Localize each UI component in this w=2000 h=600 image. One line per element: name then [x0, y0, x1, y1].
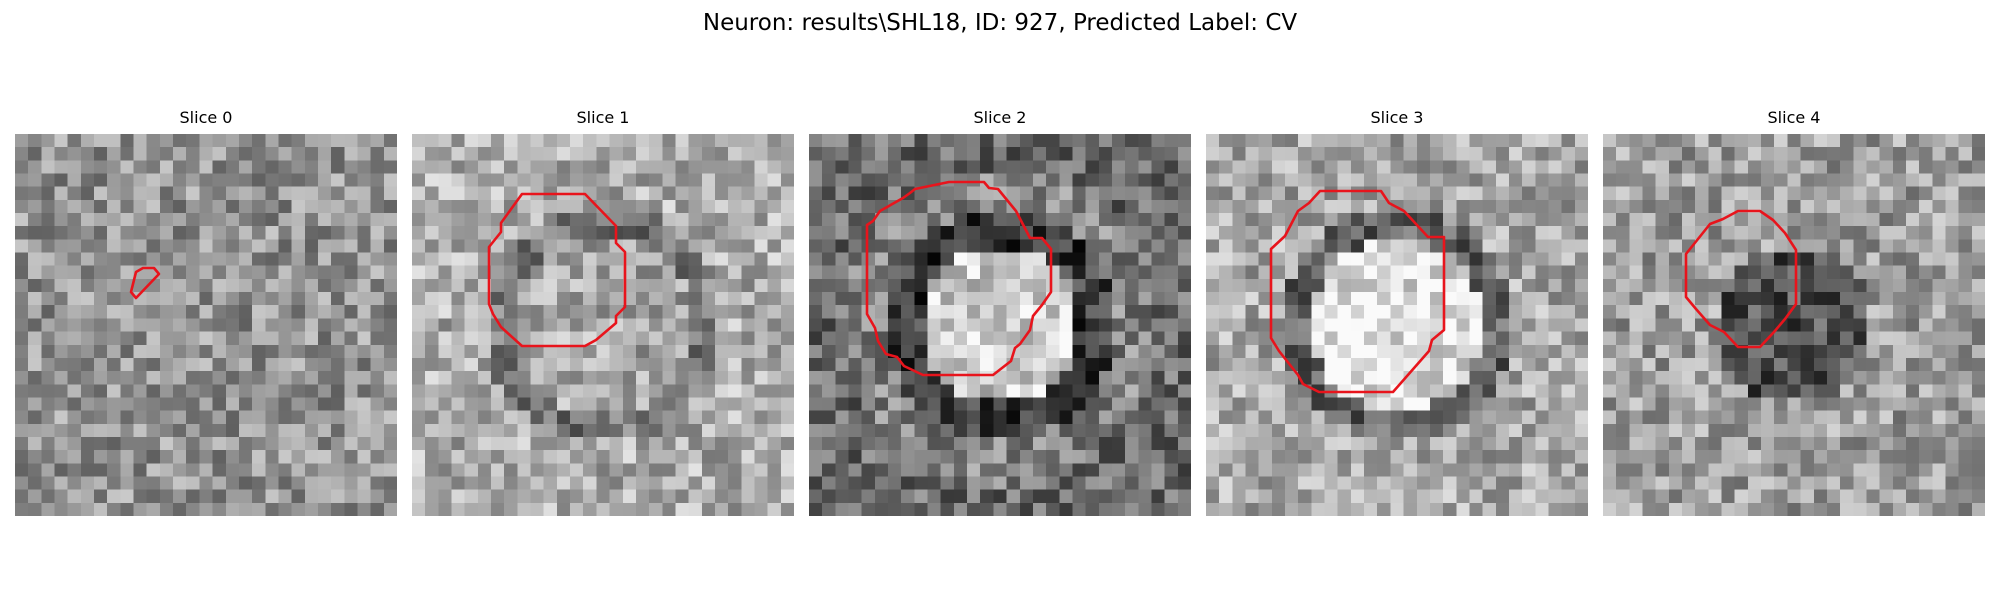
slice-image	[412, 134, 794, 516]
roi-contour	[487, 192, 627, 348]
roi-contour	[1684, 209, 1798, 349]
roi-contour	[129, 266, 161, 300]
roi-contour	[865, 180, 1053, 377]
slice-title: Slice 1	[576, 108, 630, 127]
slice-image	[1603, 134, 1985, 516]
slice-title: Slice 4	[1767, 108, 1821, 127]
slice-title: Slice 3	[1370, 108, 1424, 127]
slice-image	[809, 134, 1191, 516]
slice-image	[1206, 134, 1588, 516]
slice-image	[15, 134, 397, 516]
slice-title: Slice 2	[973, 108, 1027, 127]
figure-title: Neuron: results\SHL18, ID: 927, Predicte…	[702, 10, 1298, 36]
slice-title: Slice 0	[179, 108, 233, 127]
roi-contour	[1269, 189, 1446, 394]
